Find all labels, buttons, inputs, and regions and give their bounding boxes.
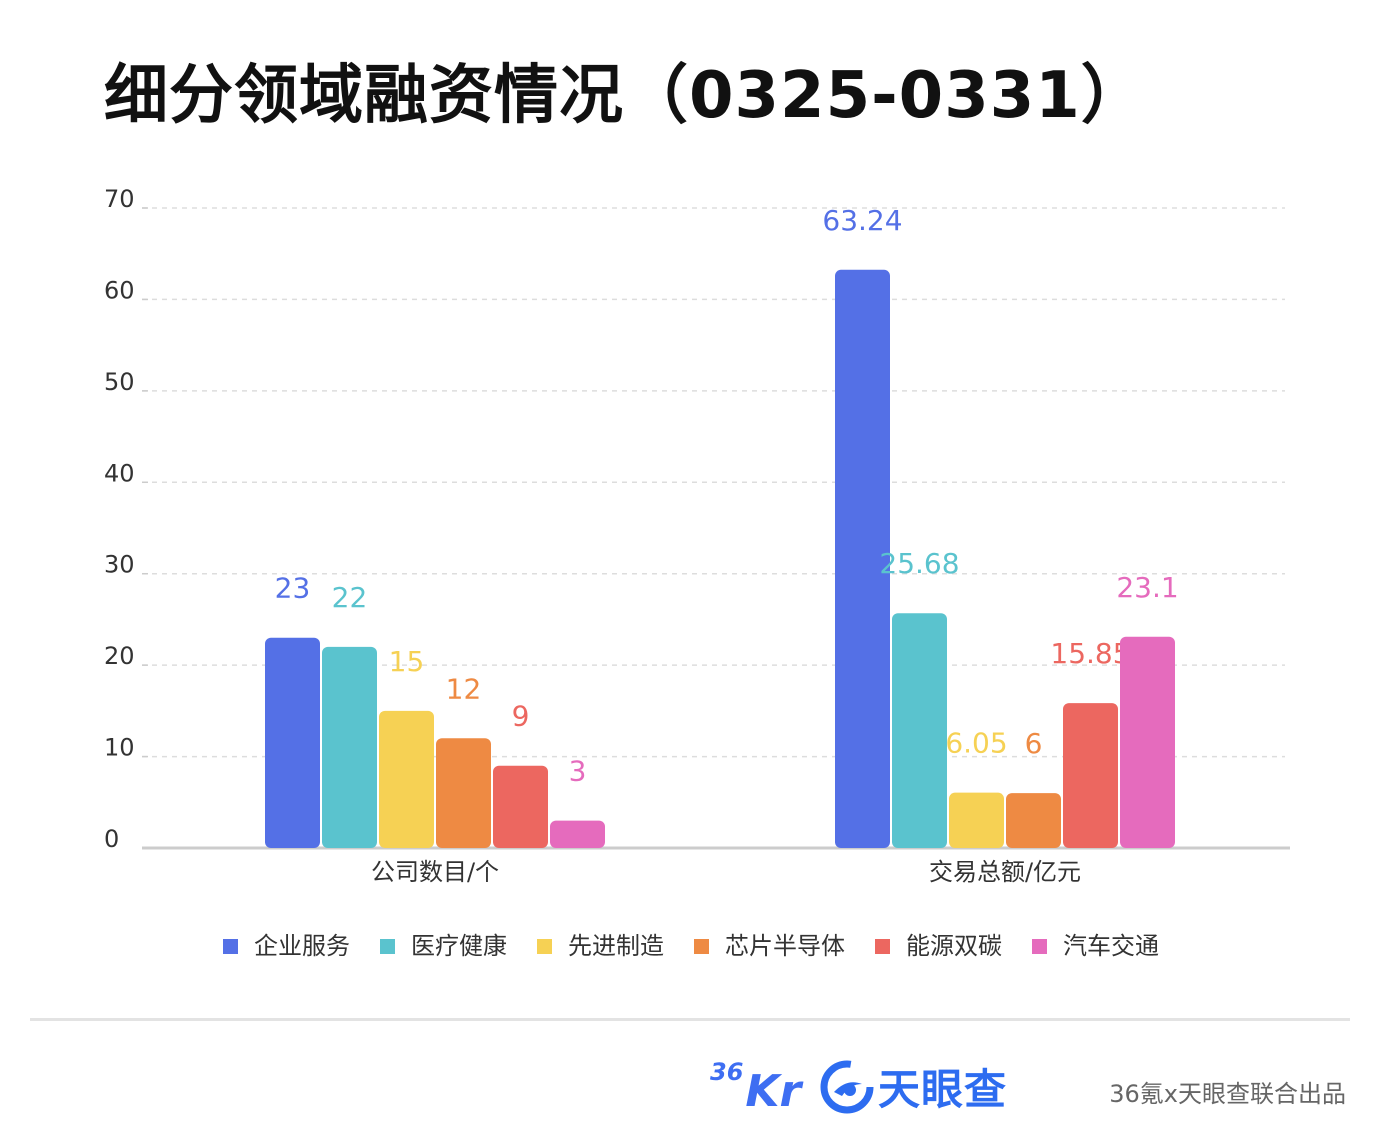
legend-swatch	[694, 939, 709, 954]
bar	[322, 646, 377, 848]
data-label: 22	[332, 581, 368, 614]
chart-title: 细分领域融资情况（0325-0331）	[104, 59, 1146, 133]
bar	[550, 820, 605, 848]
y-tick-label: 70	[104, 185, 135, 213]
data-label: 12	[446, 672, 482, 705]
bar	[1006, 793, 1061, 848]
data-label: 23	[275, 572, 311, 605]
logo-36kr: 36 Kr	[710, 1058, 801, 1117]
bar	[1063, 703, 1118, 848]
x-category-label: 交易总额/亿元	[929, 858, 1081, 886]
y-tick-label: 20	[104, 642, 135, 670]
bar	[892, 613, 947, 848]
legend-label: 医疗健康	[411, 932, 507, 960]
legend-swatch	[537, 939, 552, 954]
data-label: 9	[512, 700, 530, 733]
data-label: 15.85	[1050, 637, 1130, 670]
chart-legend: 企业服务 医疗健康 先进制造 芯片半导体 能源双碳 汽车交通	[0, 926, 1382, 961]
legend-item: 能源双碳	[875, 926, 1002, 961]
legend-label: 企业服务	[254, 932, 350, 960]
bar	[436, 738, 491, 848]
legend-label: 先进制造	[568, 932, 664, 960]
y-tick-label: 30	[104, 551, 135, 579]
legend-label: 芯片半导体	[725, 932, 845, 960]
legend-swatch	[875, 939, 890, 954]
legend-label: 汽车交通	[1063, 932, 1159, 960]
bar	[265, 637, 320, 848]
y-tick-label: 60	[104, 276, 135, 304]
legend-swatch	[223, 939, 238, 954]
legend-item: 企业服务	[223, 926, 350, 961]
legend-item: 汽车交通	[1032, 926, 1159, 961]
data-label: 15	[389, 645, 425, 678]
x-category-label: 公司数目/个	[371, 858, 499, 886]
data-label: 6.05	[945, 727, 1007, 760]
bar	[1120, 636, 1175, 848]
logo-36kr-main: Kr	[745, 1066, 802, 1117]
data-label: 6	[1025, 727, 1043, 760]
data-label: 23.1	[1116, 571, 1178, 604]
tianyancha-text: 天眼查	[878, 1065, 1008, 1114]
data-label: 3	[569, 755, 587, 788]
credit-text: 36氪x天眼查联合出品	[1109, 1080, 1346, 1108]
bar	[835, 269, 890, 848]
bar-chart: 0 10 20 30 40 50 60 70 23 22 15 12 9 3 公司数目/个 63.24 25.6…	[104, 185, 1290, 886]
y-tick-label: 50	[104, 368, 135, 396]
legend-item: 芯片半导体	[694, 926, 845, 961]
bar	[379, 710, 434, 848]
legend-swatch	[1032, 939, 1047, 954]
logo-tianyancha: 天眼查	[820, 1056, 1007, 1117]
y-tick-label: 0	[104, 825, 119, 853]
legend-item: 医疗健康	[380, 926, 507, 961]
tianyancha-icon	[820, 1060, 874, 1113]
data-label: 25.68	[879, 547, 959, 580]
y-tick-label: 40	[104, 459, 135, 487]
legend-item: 先进制造	[537, 926, 664, 961]
logo-36kr-sup: 36	[710, 1058, 744, 1086]
y-tick-label: 10	[104, 734, 135, 762]
bar	[949, 792, 1004, 848]
legend-label: 能源双碳	[906, 932, 1002, 960]
data-label: 63.24	[822, 204, 902, 237]
legend-swatch	[380, 939, 395, 954]
bar	[493, 765, 548, 848]
footer-divider	[30, 1018, 1350, 1021]
